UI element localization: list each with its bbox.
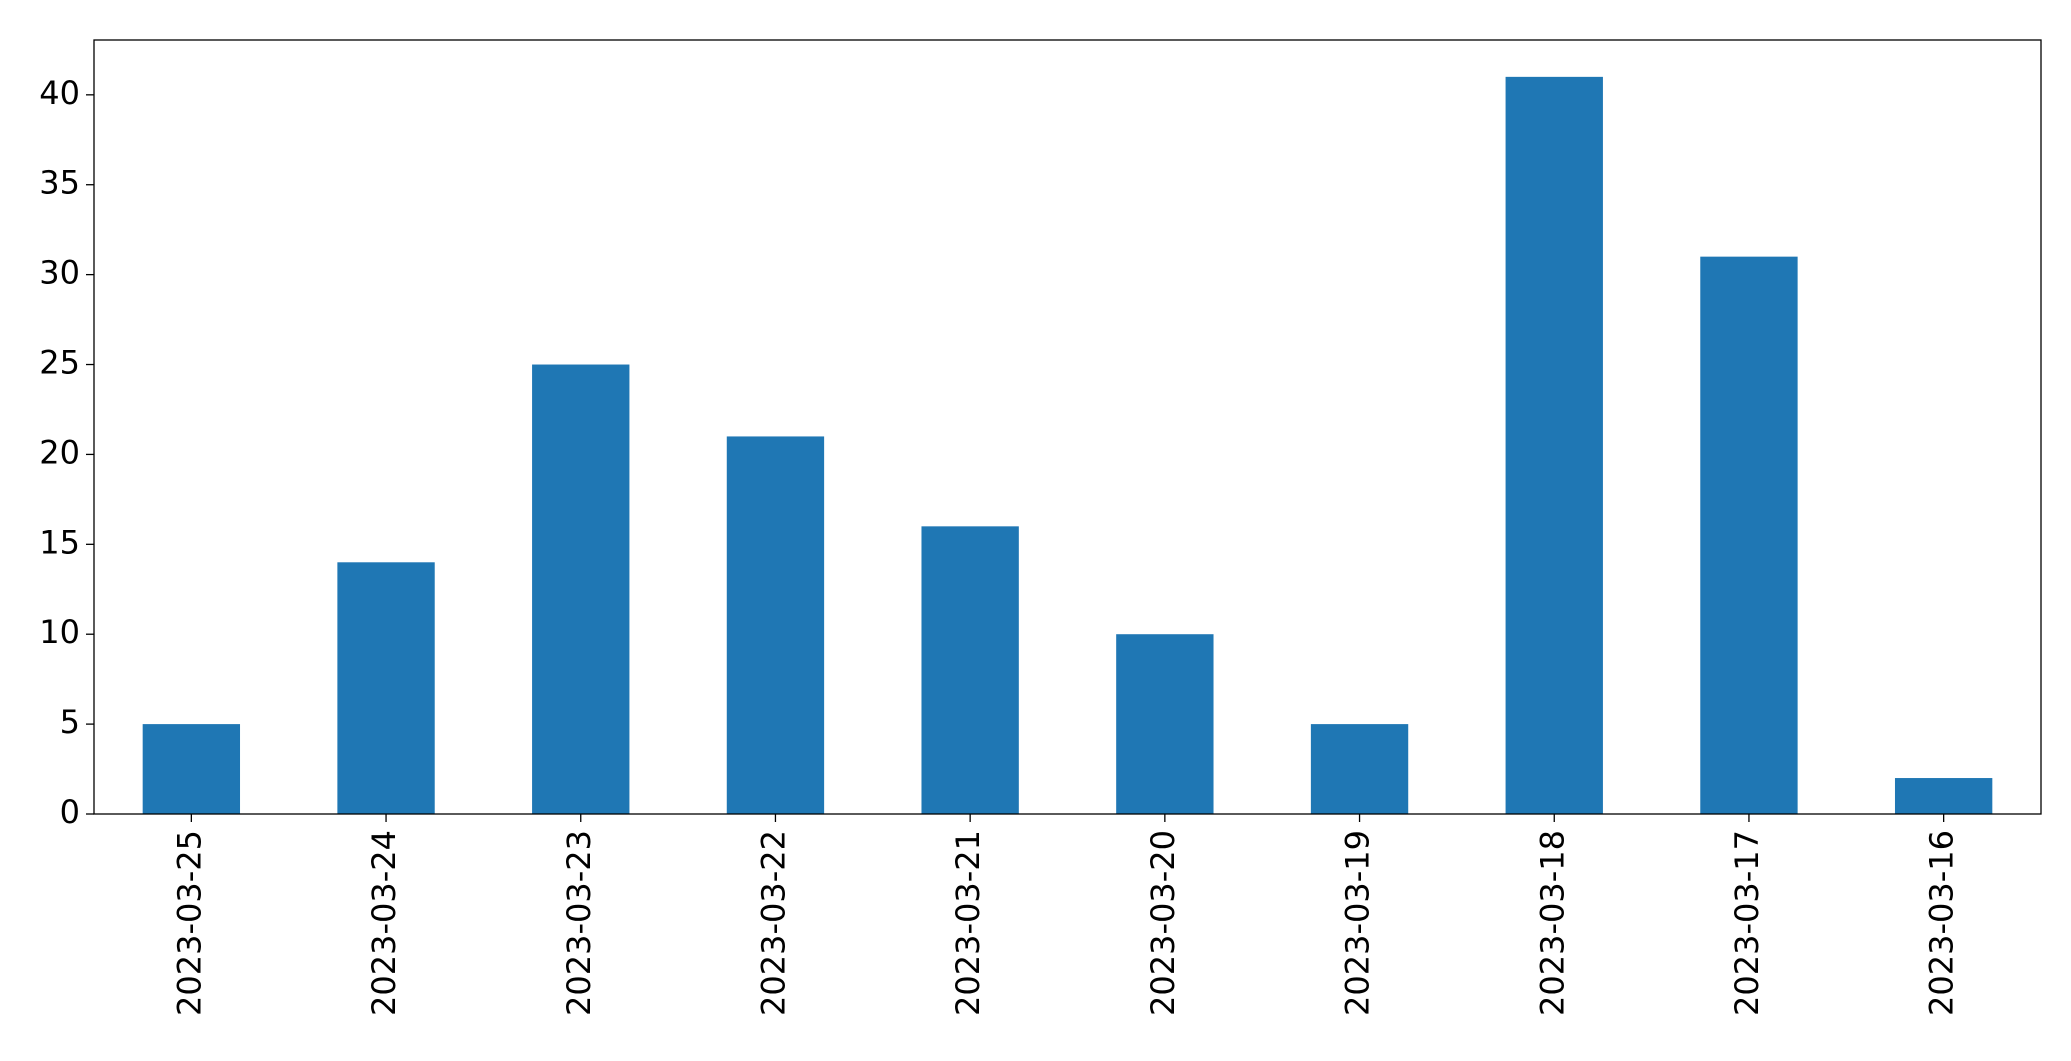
x-tick-label: 2023-03-16 (1923, 830, 1961, 1016)
bar (1700, 256, 1798, 814)
x-tick-label: 2023-03-23 (560, 830, 598, 1016)
y-tick-label: 15 (39, 523, 80, 561)
bar (1310, 724, 1409, 814)
bar (1894, 778, 1993, 814)
x-tick-label: 2023-03-19 (1339, 830, 1377, 1016)
bar (337, 562, 435, 814)
bar (921, 526, 1019, 814)
x-tick-label: 2023-03-21 (949, 830, 987, 1016)
y-tick-label: 35 (39, 164, 80, 202)
bar (1116, 634, 1214, 814)
x-tick-label: 2023-03-20 (1144, 830, 1182, 1016)
y-tick-label: 25 (39, 344, 80, 382)
y-tick-label: 0 (60, 793, 80, 831)
y-tick-label: 5 (60, 703, 80, 741)
y-tick-label: 40 (39, 74, 80, 112)
bar (532, 364, 630, 814)
y-tick-label: 10 (39, 613, 80, 651)
y-tick-label: 20 (39, 433, 80, 471)
y-tick-label: 30 (39, 254, 80, 292)
x-tick-label: 2023-03-17 (1728, 830, 1766, 1016)
plot-frame (93, 39, 2042, 815)
bar (726, 436, 825, 814)
x-tick-label: 2023-03-18 (1533, 830, 1571, 1016)
x-tick-label: 2023-03-22 (754, 830, 792, 1016)
bar (142, 724, 241, 814)
x-tick-label: 2023-03-25 (170, 830, 208, 1016)
x-tick-label: 2023-03-24 (365, 830, 403, 1016)
bar (1505, 76, 1603, 815)
